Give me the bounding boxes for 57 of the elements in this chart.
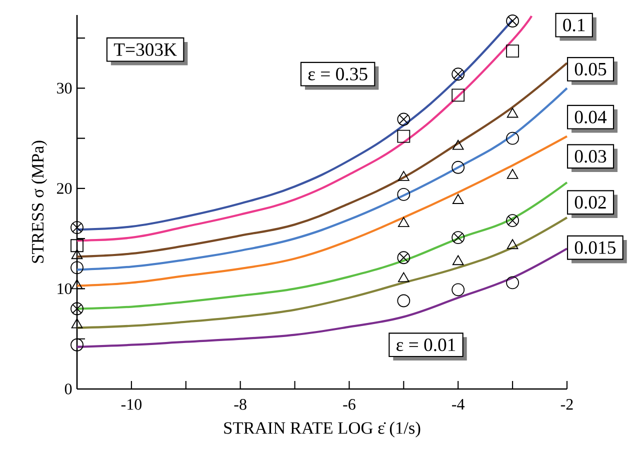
y-tick-label: 10 bbox=[58, 283, 72, 294]
x-tick-label: -4 bbox=[452, 399, 465, 410]
text: 0.015 bbox=[574, 241, 616, 254]
point bbox=[70, 261, 84, 274]
text: 0.02 bbox=[574, 196, 606, 209]
point bbox=[452, 231, 465, 244]
point bbox=[452, 194, 464, 204]
point bbox=[71, 279, 83, 290]
x-tick-label: -6 bbox=[343, 399, 356, 410]
text: 0.05 bbox=[574, 62, 606, 76]
point bbox=[452, 255, 464, 266]
annotation: ε = 0.01 bbox=[396, 338, 456, 352]
point bbox=[506, 14, 520, 28]
x-tick-label: -2 bbox=[560, 399, 573, 410]
point bbox=[506, 168, 518, 179]
point bbox=[398, 217, 410, 228]
y-tick-label: 0 bbox=[64, 384, 72, 394]
point bbox=[452, 283, 465, 296]
point bbox=[70, 302, 84, 316]
point bbox=[452, 88, 465, 102]
x-tick-label: -8 bbox=[234, 399, 246, 410]
point bbox=[506, 214, 520, 228]
point bbox=[506, 108, 518, 118]
point bbox=[398, 170, 410, 181]
point bbox=[70, 221, 84, 234]
y-tick-label: 30 bbox=[57, 82, 72, 94]
point bbox=[397, 130, 410, 143]
point bbox=[506, 132, 520, 145]
point bbox=[70, 338, 84, 352]
point bbox=[397, 251, 410, 264]
point bbox=[452, 140, 464, 150]
line-series bbox=[76, 216, 568, 329]
point bbox=[71, 318, 83, 328]
point bbox=[506, 276, 520, 290]
line-series bbox=[76, 62, 568, 258]
annotation: T=303K bbox=[114, 43, 177, 56]
line-series bbox=[76, 181, 568, 310]
text: 0.03 bbox=[574, 150, 606, 163]
point bbox=[397, 112, 410, 126]
point bbox=[452, 68, 465, 81]
line-series bbox=[76, 135, 568, 287]
point bbox=[397, 294, 410, 308]
line-series bbox=[76, 87, 568, 271]
point bbox=[71, 249, 83, 260]
annotation: 0.1 bbox=[563, 18, 585, 32]
point bbox=[70, 239, 84, 252]
x-axis-title: STRAIN RATE LOG ε̇ (1/s) bbox=[224, 422, 420, 438]
point bbox=[452, 160, 465, 174]
point bbox=[398, 272, 410, 282]
x-tick-label: -10 bbox=[121, 399, 142, 410]
point bbox=[506, 239, 518, 250]
y-axis-title: STRESS σ (MPa) bbox=[31, 140, 48, 263]
annotation: ε = 0.35 bbox=[308, 68, 368, 80]
y-tick-label: 20 bbox=[57, 183, 72, 194]
point bbox=[506, 44, 520, 58]
text: 0.04 bbox=[574, 110, 607, 124]
point bbox=[397, 188, 410, 201]
